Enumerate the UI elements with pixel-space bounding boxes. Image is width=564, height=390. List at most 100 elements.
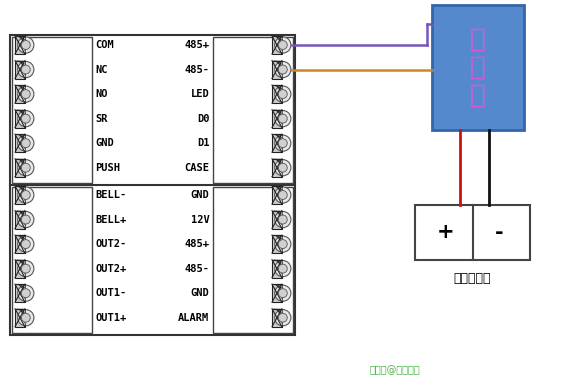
Bar <box>15 159 25 177</box>
Circle shape <box>275 110 291 127</box>
Bar <box>15 85 25 103</box>
Circle shape <box>275 37 291 53</box>
Bar <box>272 211 282 229</box>
Bar <box>15 36 25 54</box>
Text: GND: GND <box>95 138 114 148</box>
Text: 读
卡
器: 读 卡 器 <box>470 27 486 108</box>
Text: OUT2+: OUT2+ <box>95 264 127 274</box>
Circle shape <box>17 160 34 176</box>
Circle shape <box>21 139 30 148</box>
Circle shape <box>275 187 291 203</box>
Circle shape <box>275 310 291 326</box>
Bar <box>10 35 295 335</box>
Text: SR: SR <box>95 113 108 124</box>
Text: 485-: 485- <box>184 264 209 274</box>
Circle shape <box>279 264 287 273</box>
Bar <box>432 5 524 130</box>
Bar <box>272 85 282 103</box>
Text: OUT2-: OUT2- <box>95 239 127 249</box>
Circle shape <box>275 236 291 252</box>
Text: COM: COM <box>95 40 114 50</box>
Bar <box>12 187 92 333</box>
Circle shape <box>279 90 287 99</box>
Circle shape <box>21 41 30 50</box>
Circle shape <box>21 191 30 199</box>
Circle shape <box>17 62 34 78</box>
Circle shape <box>17 236 34 252</box>
Bar <box>272 134 282 152</box>
Text: +: + <box>437 223 455 243</box>
Text: OUT1-: OUT1- <box>95 288 127 298</box>
Text: OUT1+: OUT1+ <box>95 313 127 323</box>
Text: ALARM: ALARM <box>178 313 209 323</box>
Text: 485+: 485+ <box>184 239 209 249</box>
Text: BELL+: BELL+ <box>95 215 127 225</box>
Bar <box>272 110 282 128</box>
Bar <box>272 159 282 177</box>
Circle shape <box>279 163 287 172</box>
Text: 12V: 12V <box>191 215 209 225</box>
Text: -: - <box>495 223 503 243</box>
Bar <box>15 260 25 278</box>
Circle shape <box>275 211 291 228</box>
Text: GND: GND <box>191 190 209 200</box>
Circle shape <box>21 289 30 298</box>
Bar <box>213 37 293 183</box>
Circle shape <box>275 261 291 277</box>
Circle shape <box>279 139 287 148</box>
Bar <box>15 60 25 78</box>
Circle shape <box>21 215 30 224</box>
Text: GND: GND <box>191 288 209 298</box>
Bar <box>272 235 282 253</box>
Circle shape <box>17 187 34 203</box>
Bar <box>15 211 25 229</box>
Circle shape <box>21 239 30 248</box>
Circle shape <box>21 114 30 123</box>
Text: D0: D0 <box>197 113 209 124</box>
Text: 电源适配器: 电源适配器 <box>454 272 491 285</box>
Circle shape <box>275 62 291 78</box>
Text: CASE: CASE <box>184 163 209 173</box>
Bar <box>272 309 282 327</box>
Bar <box>272 186 282 204</box>
Circle shape <box>275 285 291 301</box>
Text: NC: NC <box>95 65 108 74</box>
Bar <box>15 186 25 204</box>
Bar <box>272 284 282 302</box>
Bar <box>15 309 25 327</box>
Text: LED: LED <box>191 89 209 99</box>
Circle shape <box>279 239 287 248</box>
Text: NO: NO <box>95 89 108 99</box>
Circle shape <box>275 135 291 151</box>
Bar <box>415 205 530 260</box>
Circle shape <box>279 41 287 50</box>
Circle shape <box>17 37 34 53</box>
Circle shape <box>279 289 287 298</box>
Bar <box>12 37 92 183</box>
Circle shape <box>17 110 34 127</box>
Bar <box>272 60 282 78</box>
Bar <box>213 187 293 333</box>
Bar <box>15 134 25 152</box>
Circle shape <box>279 65 287 74</box>
Text: 接线图@电气学堂: 接线图@电气学堂 <box>370 365 421 375</box>
Text: 485-: 485- <box>184 65 209 74</box>
Circle shape <box>275 160 291 176</box>
Circle shape <box>21 90 30 99</box>
Bar <box>15 235 25 253</box>
Circle shape <box>21 65 30 74</box>
Text: 485+: 485+ <box>184 40 209 50</box>
Circle shape <box>17 261 34 277</box>
Circle shape <box>279 215 287 224</box>
Circle shape <box>21 264 30 273</box>
Bar <box>272 260 282 278</box>
Circle shape <box>279 191 287 199</box>
Circle shape <box>275 86 291 102</box>
Circle shape <box>279 114 287 123</box>
Bar <box>272 36 282 54</box>
Text: BELL-: BELL- <box>95 190 127 200</box>
Circle shape <box>17 86 34 102</box>
Text: D1: D1 <box>197 138 209 148</box>
Circle shape <box>17 285 34 301</box>
Circle shape <box>17 211 34 228</box>
